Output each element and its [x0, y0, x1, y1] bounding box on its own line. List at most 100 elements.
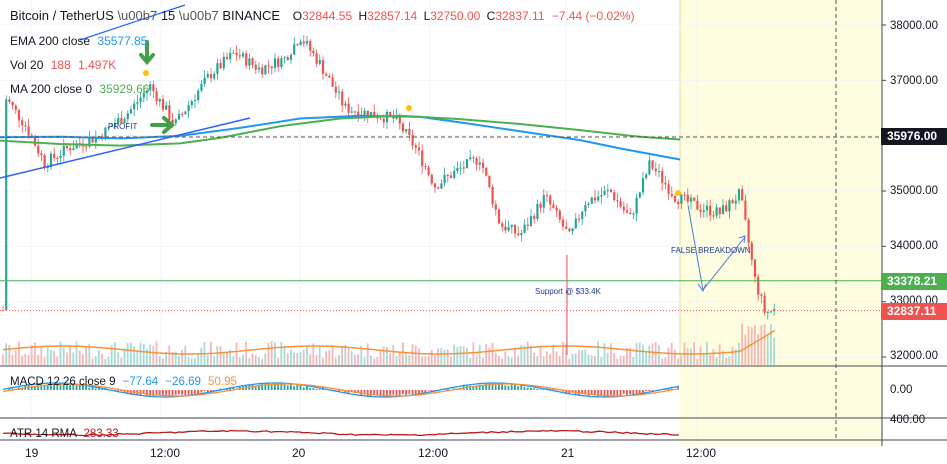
candle-body	[753, 259, 757, 277]
candle-body	[526, 224, 529, 226]
volume-bar	[616, 358, 619, 365]
candle-body	[574, 218, 577, 229]
macd-histogram-bar	[171, 390, 174, 397]
candle-body	[168, 105, 171, 120]
volume-bar	[238, 357, 241, 365]
macd-histogram-bar	[379, 390, 382, 398]
candle-body	[705, 205, 709, 211]
candle-body	[641, 178, 645, 193]
macd-histogram-bar	[88, 387, 91, 390]
volume-bar	[696, 358, 699, 365]
candle-body	[523, 224, 526, 233]
macd-histogram-bar	[274, 383, 276, 390]
volume-bar	[149, 344, 151, 365]
open-value: 32844.55	[302, 9, 353, 23]
volume-bar	[302, 349, 305, 365]
candle-body	[718, 207, 721, 215]
volume-bar	[434, 355, 436, 365]
macd-histogram-bar	[85, 384, 87, 390]
volume-bar	[517, 355, 519, 365]
volume-bar	[194, 358, 196, 365]
candle-body	[773, 309, 776, 312]
macd-histogram-bar	[72, 384, 75, 390]
ma-legend[interactable]: MA 200 close 0 35929.66	[10, 82, 149, 96]
volume-bar	[139, 342, 142, 365]
macd-histogram-bar	[494, 385, 497, 390]
volume-bar	[270, 341, 273, 365]
volume-bar	[402, 342, 404, 365]
candle-body	[635, 197, 638, 214]
volume-bar	[142, 344, 145, 365]
candle-body	[686, 194, 689, 202]
candle-body	[488, 175, 491, 187]
candle-body	[459, 167, 462, 169]
symbol-name[interactable]: Bitcoin / TetherUS	[10, 8, 114, 23]
candle-body	[472, 157, 475, 159]
volume-bar	[363, 357, 366, 365]
volume-bar	[526, 341, 529, 365]
volume-bar	[459, 346, 462, 365]
candle-body	[577, 218, 581, 220]
macd-histogram-bar	[69, 383, 71, 390]
candle-body	[584, 205, 587, 212]
volume-bar	[430, 350, 433, 365]
candle-body	[446, 174, 449, 176]
volume-bar	[123, 348, 126, 365]
volume-bar	[770, 324, 772, 365]
volume-bar	[760, 325, 763, 365]
candle-body	[53, 153, 56, 158]
volume-bar	[40, 347, 43, 365]
candle-body	[245, 53, 248, 66]
candle-body	[126, 113, 129, 120]
volume-bar	[731, 346, 734, 365]
candle-body	[481, 162, 485, 169]
volume-bar	[283, 346, 286, 365]
volume-legend[interactable]: Vol 20 188 1.497K	[10, 58, 116, 72]
macd-tick-0: 0.00	[890, 384, 913, 396]
volume-bar	[709, 355, 711, 365]
volume-bar	[213, 356, 215, 365]
macd-histogram-bar	[530, 387, 532, 390]
volume-bar	[437, 348, 439, 365]
candle-body	[216, 63, 219, 74]
volume-bar	[635, 343, 638, 365]
volume-bar	[114, 342, 116, 365]
candle-body	[27, 126, 30, 136]
macd-histogram-bar	[37, 385, 39, 390]
macd-histogram-bar	[587, 390, 590, 397]
volume-bar	[62, 347, 65, 365]
candle-body	[728, 200, 731, 212]
false-breakdown-annotation: FALSE BREAKDOWN	[671, 246, 751, 255]
candle-body	[734, 200, 737, 204]
macd-histogram-bar	[197, 390, 199, 395]
macd-histogram-bar	[501, 383, 503, 390]
volume-bar	[712, 349, 715, 365]
volume-bar	[168, 345, 171, 365]
volume-bar	[376, 356, 379, 365]
volume-bar	[382, 346, 385, 365]
atr-value: 283.33	[83, 428, 119, 440]
candle-body	[737, 189, 741, 201]
volume-bar	[523, 345, 526, 365]
volume-bar	[414, 345, 417, 365]
candle-body	[757, 276, 760, 295]
candle-body	[507, 227, 510, 231]
macd-histogram-bar	[290, 383, 292, 390]
volume-bar	[226, 351, 228, 365]
macd-histogram-bar	[446, 388, 449, 390]
candle-body	[456, 167, 459, 172]
atr-legend[interactable]: ATR 14 RMA 283.33	[10, 428, 119, 440]
volume-bar	[395, 355, 398, 365]
volume-bar	[46, 347, 49, 365]
ema-legend[interactable]: EMA 200 close 35577.85	[10, 34, 147, 48]
macd-legend[interactable]: MACD 12 26 close 9 −77.64 −26.69 50.95	[10, 376, 237, 388]
volume-bar	[2, 354, 4, 365]
candle-body	[469, 157, 472, 160]
candle-body	[62, 145, 65, 156]
candle-body	[430, 174, 433, 184]
candle-body	[401, 123, 405, 132]
macd-histogram-bar	[270, 385, 273, 390]
candle-body	[529, 216, 533, 226]
candle-body	[702, 210, 705, 212]
